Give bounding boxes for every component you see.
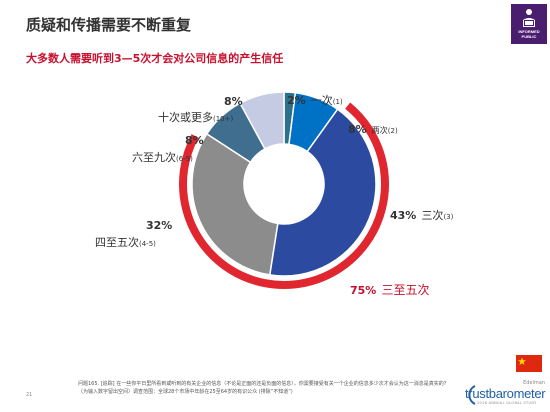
page-number: 21 [26,392,33,398]
donut-slice-5 [239,91,285,150]
slice-sub-4: (6-9) [176,155,193,163]
slice-pct-3: 32% [146,219,173,232]
highlight-pct: 75% [350,284,377,297]
highlight-label: 75% 三至五次 [350,279,429,298]
slice-sub-1: (2) [387,127,398,135]
slice-label-0: 2% 一次(1) [287,89,343,108]
slice-pct-2: 43% [390,209,417,222]
slice-cat-4: 六至九次 [132,151,176,164]
brand-company: Edelman [523,380,545,386]
slice-label-2: 43% 三次(3) [390,204,453,223]
slice-sub-0: (1) [332,98,343,106]
footnote: 问题165. [追踪] 在一些你平日里所看到或听到的有关企业的信息（不论是正面的… [78,381,449,395]
informed-public-badge: INFORMED PUBLIC [511,4,547,44]
slice-pct-4: 8% [185,134,204,147]
slice-cat-label-4: 六至九次(6-9) [132,146,193,165]
slide-subtitle: 大多数人需要听到3—5次才会对公司信息的产生信任 [26,52,284,65]
logo-arc-icon [468,385,476,405]
slice-pct-5: 8% [224,95,243,108]
slice-cat-1: 两次 [371,126,388,135]
donut-slice-3 [191,132,279,276]
slice-cat-5: 十次或更多 [158,111,213,124]
china-flag-icon [516,355,542,372]
slide-title: 质疑和传播需要不断重复 [26,16,192,34]
slice-cat-label-5: 十次或更多(10+) [158,106,233,125]
slice-pct-1: 8% [348,123,367,136]
slice-cat-3: 四至五次 [95,236,139,249]
slice-sub-5: (10+) [213,115,234,123]
slice-label-4: 8% [185,129,204,148]
reader-icon [523,9,535,27]
slice-label-3: 32% [146,214,172,233]
donut-slice-2 [268,108,377,277]
slice-label-1: 8% 两次(2) [348,118,398,137]
slice-cat-0: 一次 [310,94,333,107]
brand-product: trustbarometer [465,386,546,401]
badge-line-1: INFORMED [518,29,540,34]
highlight-arc [179,102,389,289]
highlight-cat: 三至五次 [381,283,430,297]
slice-cat-2: 三次 [421,209,444,222]
slice-cat-label-3: 四至五次(4-5) [95,231,156,250]
slice-pct-0: 2% [287,94,306,107]
badge-line-2: PUBLIC [521,34,537,39]
slice-sub-2: (3) [443,213,454,221]
slice-label-5: 8% [224,90,243,109]
slice-sub-3: (4-5) [139,240,156,248]
trustbarometer-logo: Edelman trustbarometer 2016 ANNUAL GLOBA… [463,380,547,410]
brand-tagline: 2016 ANNUAL GLOBAL STUDY [477,401,537,405]
